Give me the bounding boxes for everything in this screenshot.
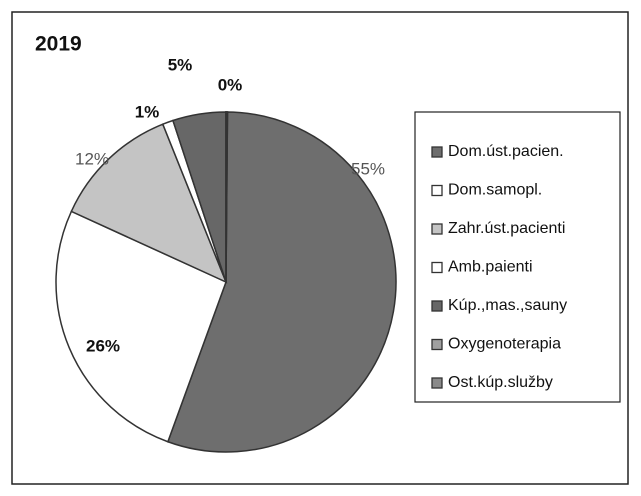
data-label: 12%: [75, 149, 109, 168]
legend-swatch: [431, 377, 443, 389]
legend-label: Oxygenoterapia: [448, 336, 561, 353]
legend-swatch: [431, 338, 443, 351]
legend-label: Dom.samopl.: [448, 182, 542, 199]
pie-slice: [225, 111, 229, 283]
legend-swatch: [431, 184, 443, 197]
chart-title: 2019: [35, 33, 82, 56]
data-label: 5%: [168, 55, 193, 74]
legend-box: [414, 111, 621, 403]
data-label: 1%: [135, 102, 160, 121]
legend-swatch: [431, 261, 443, 274]
pie-slice: [70, 123, 228, 284]
data-label: 26%: [86, 336, 120, 355]
legend-label: Amb.paienti: [448, 259, 533, 276]
data-label: 0%: [218, 75, 243, 94]
pie-slice: [55, 210, 227, 443]
data-label: 55%: [351, 159, 385, 178]
legend-swatch: [431, 146, 443, 158]
legend-swatch: [431, 300, 443, 312]
legend-label: Zahr.úst.pacienti: [448, 220, 565, 237]
legend-label: Kúp.,mas.,sauny: [448, 297, 567, 314]
legend-swatch: [431, 223, 443, 235]
pie-slice: [166, 111, 397, 453]
legend-label: Dom.úst.pacien.: [448, 143, 564, 160]
legend-label: Ost.kúp.služby: [448, 374, 553, 391]
